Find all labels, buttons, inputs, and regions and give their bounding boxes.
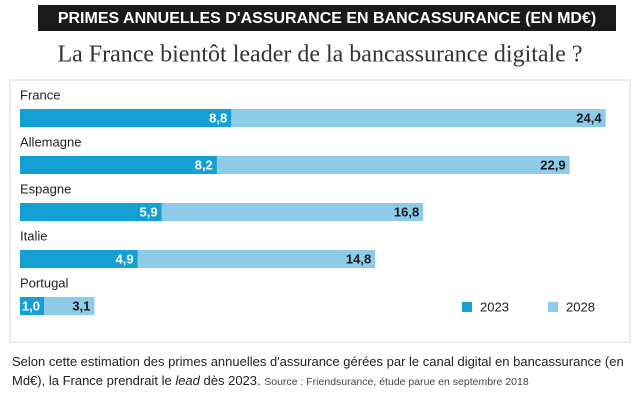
category-label: Allemagne [20,134,81,149]
chart-subtitle: La France bientôt leader de la bancassur… [57,42,582,68]
legend-label: 2028 [566,299,595,314]
bar [20,250,138,268]
chart-frame [9,79,631,343]
value-label: 4,9 [116,251,134,266]
legend-swatch [462,302,472,312]
caption-emphasis: lead [175,373,200,388]
bar [20,109,232,127]
chart-title: PRIMES ANNUELLES D'ASSURANCE EN BANCASSU… [58,10,596,27]
caption-text: Selon cette estimation des primes annuel… [12,354,624,388]
value-label: 1,0 [22,298,40,313]
caption: Selon cette estimation des primes annuel… [12,352,632,392]
legend-swatch [548,302,558,312]
value-label: 14,8 [346,251,371,266]
category-label: France [20,87,60,102]
value-label: 3,1 [72,298,90,313]
caption-end: dès 2023. [203,373,261,388]
category-label: Portugal [20,275,69,290]
value-label: 16,8 [394,204,419,219]
category-label: Italie [20,228,47,243]
chart: PRIMES ANNUELLES D'ASSURANCE EN BANCASSU… [9,5,631,343]
source: Source : Friendsurance, étude parue en s… [264,376,529,388]
category-label: Espagne [20,181,71,196]
bar [20,156,217,174]
bar [20,297,44,315]
bar [20,203,162,221]
title-band [38,5,616,31]
legend-label: 2023 [480,299,509,314]
value-label: 5,9 [140,204,158,219]
value-label: 8,2 [195,157,213,172]
value-label: 8,8 [209,110,227,125]
value-label: 22,9 [540,157,565,172]
value-label: 24,4 [576,110,602,125]
